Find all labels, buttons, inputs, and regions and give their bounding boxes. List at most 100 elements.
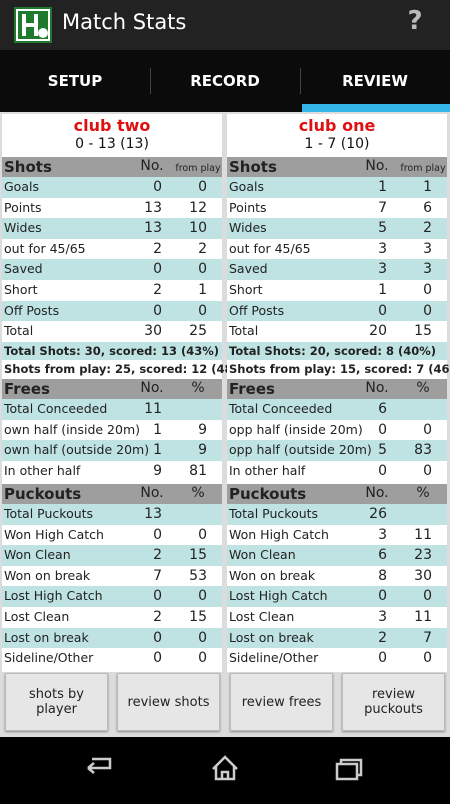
content: club two 0 - 13 (13) Shots No. from play Goal… xyxy=(0,112,450,737)
section-title: Shots xyxy=(229,158,277,176)
stat-row: In other half 9 81 xyxy=(2,460,222,482)
stat-row: Won Clean 2 15 xyxy=(2,545,222,566)
stat-label: Sideline/Other xyxy=(229,650,319,666)
stat-value: 0 xyxy=(198,526,207,543)
summary-text: Total Shots: 20, scored: 8 (40%) xyxy=(229,343,437,358)
column-header: No. xyxy=(365,380,389,396)
stat-value: 10 xyxy=(189,220,207,237)
summary-row: Total Shots: 30, scored: 13 (43%) xyxy=(2,341,222,360)
stat-label: Lost Clean xyxy=(229,609,295,624)
stat-value: 7 xyxy=(153,567,162,584)
stat-row: out for 45/65 3 3 xyxy=(227,238,447,260)
stat-label: Saved xyxy=(229,261,268,277)
stat-value: 8 xyxy=(378,567,387,584)
team-panel: club two 0 - 13 (13) Shots No. from play Goal… xyxy=(2,114,249,672)
nav-icons xyxy=(87,755,363,781)
stat-value: 0 xyxy=(198,629,207,646)
action-button[interactable]: review frees xyxy=(230,673,333,731)
stat-value: 11 xyxy=(144,401,162,417)
column-header: % xyxy=(191,380,205,396)
action-button[interactable]: shots by player xyxy=(5,673,108,731)
tab-bar: SETUP RECORD REVIEW xyxy=(0,50,450,112)
stat-value: 13 xyxy=(144,199,162,216)
stat-row: Lost High Catch 0 0 xyxy=(227,586,447,607)
tab[interactable]: REVIEW xyxy=(342,72,408,90)
action-button[interactable]: review shots xyxy=(117,673,220,731)
summary-row: Shots from play: 15, scored: 7 (46%) xyxy=(227,359,450,378)
stat-value: 0 xyxy=(378,421,387,438)
team-name: club one xyxy=(298,116,376,135)
stat-row: Total 20 15 xyxy=(227,321,447,342)
stat-label: out for 45/65 xyxy=(229,240,311,256)
stat-label: Lost High Catch xyxy=(4,588,103,604)
stat-label: Won on break xyxy=(229,567,316,583)
stat-row: Saved 0 0 xyxy=(2,259,222,280)
stat-row: own half (outside 20m) 1 9 xyxy=(2,440,222,461)
column-header: % xyxy=(416,485,430,501)
stat-row: Total Conceeded 6 xyxy=(227,399,447,420)
column-header: No. xyxy=(365,485,389,501)
recents-button[interactable] xyxy=(335,758,363,781)
summary-text: Shots from play: 25, scored: 12 (48%) xyxy=(4,361,250,376)
stat-row: Won on break 8 30 xyxy=(227,565,447,587)
stat-value: 0 xyxy=(153,629,162,646)
stat-label: Total Conceeded xyxy=(4,401,108,416)
stat-label: opp half (outside 20m) xyxy=(229,442,372,458)
column-header: % xyxy=(191,485,205,501)
stat-row: Points 13 12 xyxy=(2,197,222,219)
back-button[interactable] xyxy=(87,757,112,774)
stat-row: Lost Clean 3 11 xyxy=(227,607,447,628)
team-score: 0 - 13 (13) xyxy=(75,136,149,152)
stat-value: 0 xyxy=(153,261,162,278)
tab-indicator xyxy=(302,104,450,112)
stat-value: 9 xyxy=(198,421,207,438)
tab[interactable]: SETUP xyxy=(47,72,103,90)
stat-label: Lost Clean xyxy=(4,609,70,624)
stat-label: own half (outside 20m) xyxy=(4,442,150,458)
stat-label: Total xyxy=(229,323,259,339)
help-button[interactable]: ? xyxy=(407,6,423,36)
column-header: % xyxy=(416,380,430,396)
stat-value: 0 xyxy=(378,650,387,667)
home-button[interactable] xyxy=(212,755,238,781)
section-title: Puckouts xyxy=(229,485,307,503)
stat-label: Total Puckouts xyxy=(4,506,94,521)
stat-value: 0 xyxy=(153,302,162,319)
stat-value: 5 xyxy=(378,442,387,459)
stat-value: 30 xyxy=(414,567,432,584)
stat-row: In other half 0 0 xyxy=(227,460,447,482)
stat-row: Lost on break 0 0 xyxy=(2,627,222,649)
stat-label: Won Clean xyxy=(229,547,296,563)
stat-row: Won High Catch 3 11 xyxy=(227,524,447,546)
stat-value: 15 xyxy=(189,609,207,625)
stat-value: 6 xyxy=(378,547,387,564)
stat-value: 13 xyxy=(144,506,162,522)
stat-label: Off Posts xyxy=(229,302,285,318)
stat-value: 1 xyxy=(153,442,162,459)
stat-label: Saved xyxy=(4,261,43,277)
stat-value: 81 xyxy=(189,462,207,479)
stat-value: 0 xyxy=(198,261,207,278)
tab-divider xyxy=(300,68,301,94)
action-button[interactable]: review puckouts xyxy=(342,673,445,731)
stat-value: 3 xyxy=(378,261,387,278)
stat-value: 1 xyxy=(378,282,387,298)
stat-row: Wides 13 10 xyxy=(2,218,222,239)
stat-value: 0 xyxy=(378,302,387,319)
stat-row: Won Clean 6 23 xyxy=(227,545,447,566)
stat-value: 15 xyxy=(189,547,207,564)
stat-row: Won on break 7 53 xyxy=(2,565,222,587)
stat-row: Total Conceeded 11 xyxy=(2,399,222,420)
stat-value: 0 xyxy=(198,650,207,667)
stat-value: 1 xyxy=(378,179,387,195)
stat-row: own half (inside 20m) 1 9 xyxy=(2,419,222,441)
stat-row: Lost on break 2 7 xyxy=(227,627,447,649)
section-title: Frees xyxy=(4,380,50,398)
stat-value: 0 xyxy=(153,526,162,543)
app-bar: Match Stats ? xyxy=(0,0,450,50)
stat-row: opp half (inside 20m) 0 0 xyxy=(227,419,447,441)
stat-label: Short xyxy=(229,282,263,297)
tab[interactable]: RECORD xyxy=(190,72,260,90)
stat-label: Lost on break xyxy=(229,629,314,645)
stat-row: Lost High Catch 0 0 xyxy=(2,586,222,607)
